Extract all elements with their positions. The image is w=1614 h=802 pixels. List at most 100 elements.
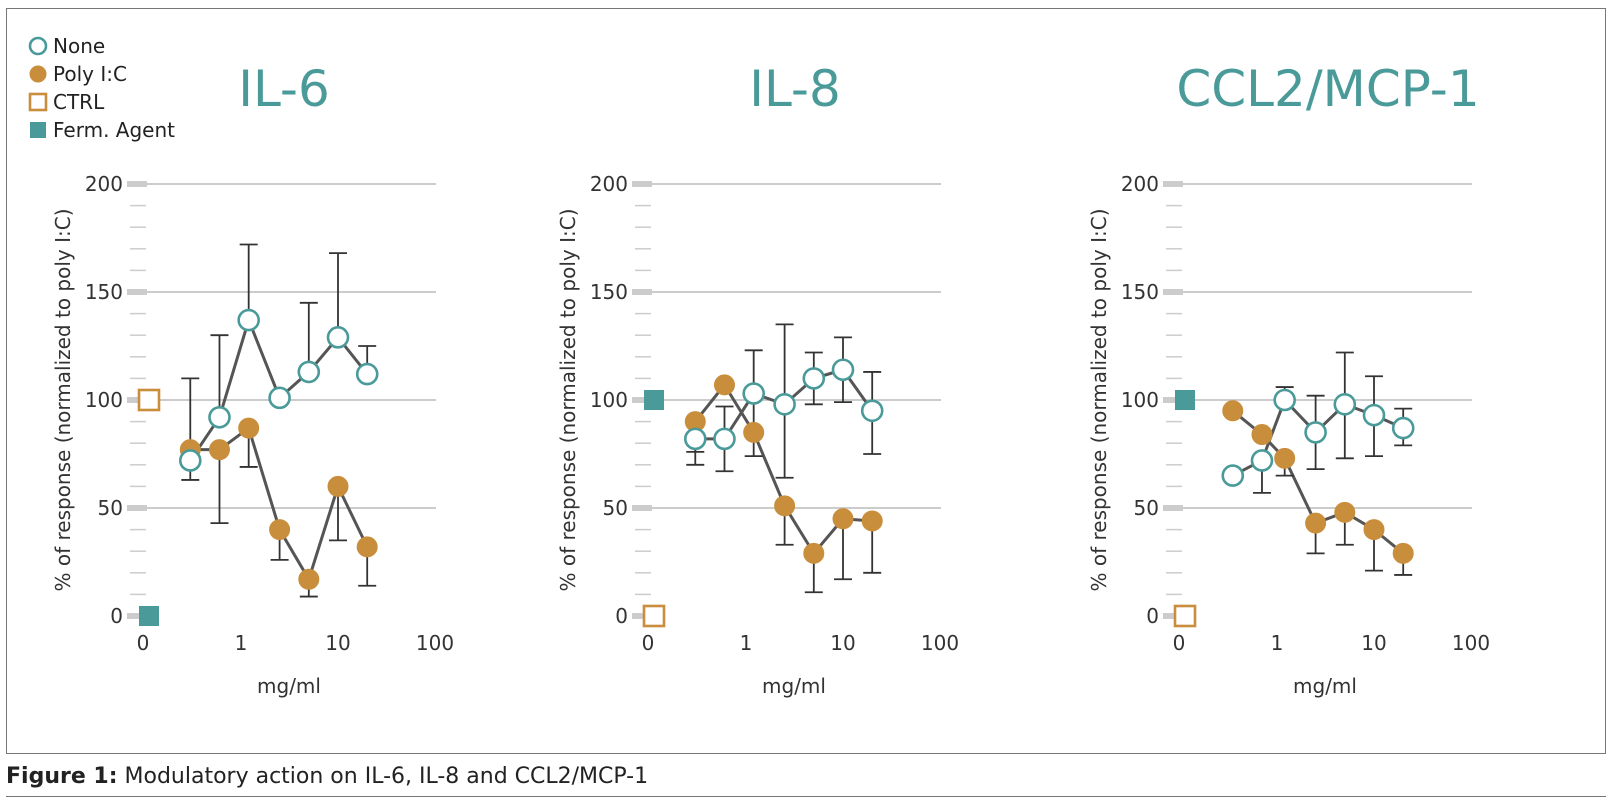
data-point-polyic	[298, 568, 320, 590]
y-major-tick	[632, 613, 652, 619]
x-axis-label: mg/ml	[762, 674, 826, 698]
data-point-polyic	[327, 475, 349, 497]
data-point-polyic	[1392, 542, 1414, 564]
x-tick-label: 10	[830, 631, 855, 655]
data-point-none	[1273, 388, 1296, 412]
legend-item: Poly I:C	[29, 62, 127, 86]
y-major-tick	[1163, 397, 1183, 403]
y-major-tick	[1163, 181, 1183, 187]
y-tick-label: 50	[603, 496, 628, 520]
ferm-agent-marker	[139, 606, 159, 626]
x-axis-label: mg/ml	[257, 674, 321, 698]
data-point-polyic	[1334, 501, 1356, 523]
y-major-tick	[127, 289, 147, 295]
x-tick-label: 100	[416, 631, 454, 655]
y-tick-label: 200	[1121, 172, 1159, 196]
data-point-polyic	[1274, 447, 1296, 469]
data-point-none	[208, 405, 231, 429]
y-major-tick	[1163, 505, 1183, 511]
y-major-tick	[632, 181, 652, 187]
ctrl-marker	[642, 604, 666, 628]
x-tick-label: 1	[740, 631, 753, 655]
legend: None Poly I:C CTRL Ferm. Agent	[28, 34, 175, 142]
ctrl-marker	[137, 388, 161, 412]
x-tick-label: 100	[921, 631, 959, 655]
y-tick-label: 50	[1134, 496, 1159, 520]
legend-label: Ferm. Agent	[53, 118, 175, 142]
data-point-none	[326, 326, 350, 349]
caption-label: Figure 1:	[6, 764, 118, 789]
y-major-tick	[127, 397, 147, 403]
y-major-tick	[632, 397, 652, 403]
ferm-agent-marker	[1175, 390, 1195, 410]
x-axis-label: mg/ml	[1293, 674, 1357, 698]
data-point-none	[1362, 403, 1386, 427]
y-tick-label: 0	[110, 604, 123, 628]
data-point-polyic	[1305, 512, 1327, 534]
x-tick-label: 1	[235, 631, 248, 655]
legend-label: Poly I:C	[53, 62, 127, 86]
data-point-polyic	[1222, 400, 1244, 422]
data-point-polyic	[238, 417, 260, 439]
chart-panel-2: IL-8 0 50 100 150 200 0 1 10 100 mg/ml % of respons…	[556, 60, 959, 698]
data-point-polyic	[1251, 424, 1273, 446]
chart-title: CCL2/MCP-1	[1176, 60, 1479, 118]
y-major-tick	[127, 613, 147, 619]
y-major-tick	[127, 181, 147, 187]
y-axis-label: % of response (normalized to poly I:C)	[51, 208, 75, 591]
y-tick-label: 50	[98, 496, 123, 520]
figure-caption: Figure 1: Modulatory action on IL-6, IL-…	[6, 764, 648, 789]
legend-marker-filled-circle	[29, 65, 47, 83]
x-tick-label: 0	[1173, 631, 1186, 655]
chart-panel-1: IL-6 0 50 100 150 200 0 1 10 100 mg/ml % of respons…	[51, 60, 454, 698]
legend-item: None	[28, 34, 105, 58]
y-tick-label: 150	[1121, 280, 1159, 304]
data-point-none	[713, 427, 736, 451]
y-major-tick	[1163, 613, 1183, 619]
legend-marker-open-square	[28, 92, 48, 112]
y-tick-label: 0	[615, 604, 628, 628]
data-point-none	[1391, 416, 1415, 440]
data-point-polyic	[743, 421, 765, 443]
y-tick-label: 150	[590, 280, 628, 304]
data-point-none	[773, 393, 796, 416]
data-point-polyic	[774, 495, 796, 517]
caption-text: Modulatory action on IL-6, IL-8 and CCL2…	[117, 764, 649, 789]
y-major-tick	[1163, 289, 1183, 295]
y-major-tick	[632, 289, 652, 295]
caption-divider	[6, 796, 1606, 797]
data-point-none	[683, 427, 707, 451]
chart-title: IL-6	[238, 60, 330, 118]
legend-item: CTRL	[28, 90, 105, 114]
y-major-tick	[127, 505, 147, 511]
y-tick-label: 100	[590, 388, 628, 412]
y-axis-label: % of response (normalized to poly I:C)	[556, 208, 580, 591]
x-tick-label: 0	[137, 631, 150, 655]
chart-title: IL-8	[749, 60, 841, 118]
legend-label: None	[53, 34, 105, 58]
data-point-polyic	[713, 374, 735, 396]
y-axis-label: % of response (normalized to poly I:C)	[1087, 208, 1111, 591]
data-point-none	[237, 308, 260, 332]
legend-marker-open-circle	[28, 36, 48, 56]
y-tick-label: 100	[1121, 388, 1159, 412]
data-point-polyic	[832, 508, 854, 530]
data-point-none	[268, 386, 291, 410]
ctrl-marker	[1173, 604, 1197, 628]
y-tick-label: 200	[85, 172, 123, 196]
data-point-none	[831, 358, 855, 382]
y-major-tick	[632, 505, 652, 511]
data-point-polyic	[269, 519, 291, 541]
data-point-none	[1250, 449, 1274, 472]
data-point-none	[178, 449, 202, 472]
data-point-polyic	[1363, 519, 1385, 541]
ferm-agent-marker	[644, 390, 664, 410]
legend-item: Ferm. Agent	[30, 118, 175, 142]
data-point-polyic	[208, 439, 230, 461]
data-point-none	[742, 382, 765, 405]
x-tick-label: 100	[1452, 631, 1490, 655]
data-point-none	[297, 360, 321, 384]
y-tick-label: 200	[590, 172, 628, 196]
data-point-none	[802, 367, 826, 390]
